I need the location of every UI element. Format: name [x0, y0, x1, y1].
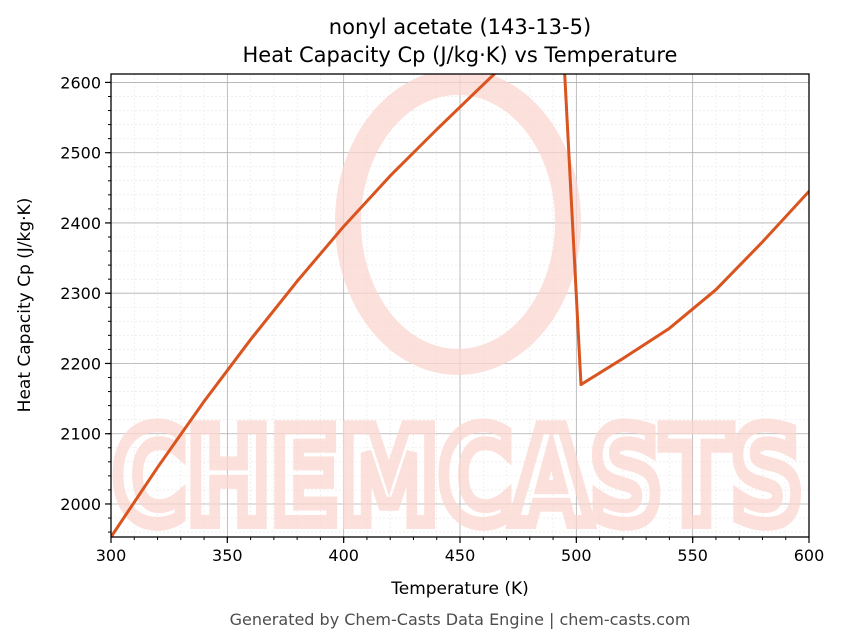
y-tick-label: 2600	[60, 73, 101, 92]
y-tick-label: 2000	[60, 495, 101, 514]
series-line	[111, 74, 809, 537]
y-axis: 2000 2100 2200 2300 2400 2500 2600	[60, 73, 111, 533]
x-tick-label: 350	[212, 546, 243, 565]
x-tick-label: 450	[445, 546, 476, 565]
watermark-text: CHEMCASTS	[113, 401, 803, 553]
watermark: CHEMCASTS	[111, 74, 809, 553]
y-axis-label: Heat Capacity Cp (J/kg·K)	[15, 198, 35, 413]
x-tick-label: 500	[561, 546, 592, 565]
x-axis: 300 350 400 450 500 550 600	[96, 537, 825, 565]
chart-title-line-2: Heat Capacity Cp (J/kg·K) vs Temperature	[243, 43, 678, 67]
x-tick-label: 300	[96, 546, 127, 565]
x-axis-label: Temperature (K)	[390, 579, 529, 599]
y-tick-label: 2500	[60, 144, 101, 163]
chart-title-line-1: nonyl acetate (143-13-5)	[329, 15, 591, 39]
x-tick-label: 600	[794, 546, 825, 565]
y-tick-label: 2400	[60, 214, 101, 233]
y-tick-label: 2200	[60, 354, 101, 373]
footer-credit: Generated by Chem-Casts Data Engine | ch…	[230, 610, 691, 629]
y-tick-label: 2100	[60, 425, 101, 444]
y-tick-label: 2300	[60, 284, 101, 303]
x-tick-label: 400	[328, 546, 359, 565]
x-tick-label: 550	[677, 546, 708, 565]
